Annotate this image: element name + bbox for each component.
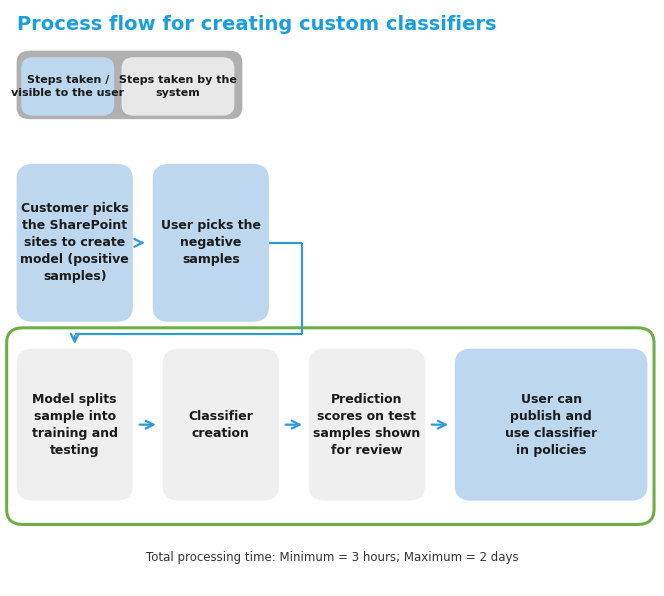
Text: Customer picks
the SharePoint
sites to create
model (positive
samples): Customer picks the SharePoint sites to c… [21, 203, 129, 283]
FancyBboxPatch shape [122, 57, 234, 116]
Text: Model splits
sample into
training and
testing: Model splits sample into training and te… [32, 393, 118, 457]
Text: Total processing time: Minimum = 3 hours; Maximum = 2 days: Total processing time: Minimum = 3 hours… [145, 551, 519, 564]
FancyBboxPatch shape [17, 164, 133, 322]
FancyBboxPatch shape [153, 164, 269, 322]
Text: Process flow for creating custom classifiers: Process flow for creating custom classif… [17, 15, 496, 34]
Text: Prediction
scores on test
samples shown
for review: Prediction scores on test samples shown … [313, 393, 420, 457]
FancyBboxPatch shape [17, 349, 133, 501]
Text: User can
publish and
use classifier
in policies: User can publish and use classifier in p… [505, 393, 597, 457]
FancyBboxPatch shape [17, 51, 242, 119]
FancyBboxPatch shape [21, 57, 114, 116]
Text: Steps taken by the
system: Steps taken by the system [119, 75, 237, 98]
FancyBboxPatch shape [455, 349, 647, 501]
Text: Classifier
creation: Classifier creation [189, 409, 253, 440]
Text: Steps taken /
visible to the user: Steps taken / visible to the user [11, 75, 124, 98]
Text: User picks the
negative
samples: User picks the negative samples [161, 219, 261, 266]
FancyBboxPatch shape [309, 349, 425, 501]
FancyBboxPatch shape [163, 349, 279, 501]
